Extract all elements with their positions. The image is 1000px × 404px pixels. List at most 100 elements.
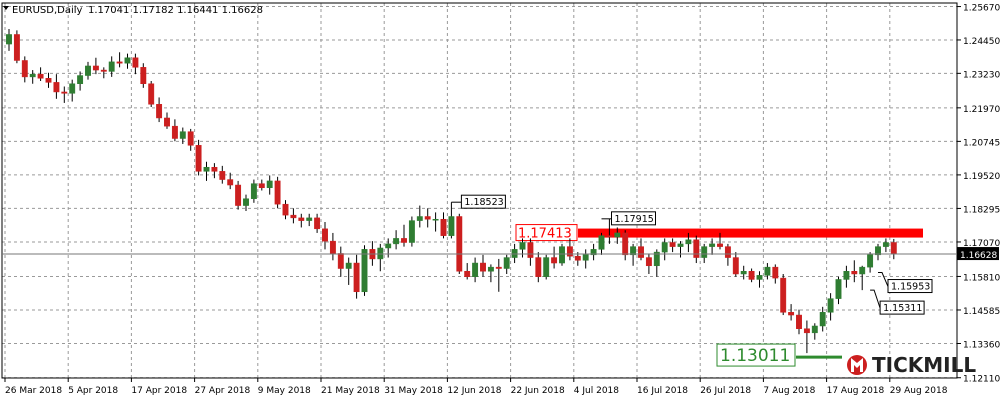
candle-body	[630, 246, 637, 256]
candle	[274, 176, 281, 209]
candle-body	[353, 262, 360, 293]
candle	[227, 172, 234, 190]
y-tick-label: 1.19520	[963, 172, 1000, 182]
candle-body	[819, 312, 826, 327]
support-label-box	[716, 343, 796, 367]
candle	[369, 241, 376, 266]
candle	[645, 253, 652, 274]
candle	[559, 243, 565, 266]
candle	[732, 252, 739, 277]
candle-body	[867, 254, 874, 268]
candle-body	[827, 298, 834, 313]
candle-body	[203, 166, 210, 172]
resistance-label-box	[515, 224, 578, 242]
candle-body	[582, 254, 589, 261]
candle	[472, 257, 479, 283]
candle	[385, 238, 392, 258]
y-tick-label: 1.14585	[963, 307, 1000, 317]
candle	[187, 128, 194, 151]
candle	[219, 165, 226, 184]
candle-body	[685, 239, 692, 245]
candle	[487, 264, 494, 283]
y-tick-label: 1.12110	[963, 375, 1000, 385]
candle-body	[6, 34, 12, 45]
candle-body	[345, 262, 352, 269]
candle	[819, 306, 826, 332]
candle-body	[401, 238, 407, 243]
y-tick-label: 1.20745	[963, 138, 1000, 148]
grid	[1, 2, 958, 379]
candle	[37, 67, 44, 82]
candle-body	[788, 312, 795, 316]
candle-body	[606, 235, 613, 238]
candle-body	[416, 216, 423, 221]
chart-header: EURUSD,Daily 1.17041 1.17182 1.16441 1.1…	[3, 5, 263, 16]
candle-body	[195, 145, 202, 172]
candle-body	[77, 75, 84, 84]
candle	[322, 221, 328, 250]
candle	[772, 264, 779, 284]
candle-body	[890, 242, 897, 255]
candle	[788, 304, 795, 321]
candle	[13, 30, 20, 64]
candle-body	[298, 217, 305, 221]
candle	[803, 320, 810, 354]
candle	[424, 208, 431, 228]
x-tick-label: 31 May 2018	[384, 386, 443, 396]
candle	[503, 254, 510, 274]
candle	[290, 208, 297, 224]
x-tick-label: 29 Aug 2018	[890, 386, 948, 396]
candle-body	[835, 279, 842, 299]
candle-body	[551, 257, 558, 264]
candle-body	[61, 91, 68, 94]
candle-body	[424, 216, 431, 220]
candle	[653, 249, 660, 277]
candle	[140, 63, 147, 88]
candle	[408, 216, 415, 247]
candle	[211, 163, 218, 179]
candle-body	[116, 61, 123, 64]
candle-body	[124, 57, 131, 64]
candle-body	[756, 275, 763, 280]
candle-body	[171, 125, 178, 139]
candle-body	[882, 242, 889, 247]
candle	[661, 238, 668, 261]
tickmill-watermark: TICKMILL	[847, 353, 976, 377]
candle-body	[653, 251, 660, 267]
candle	[108, 56, 115, 77]
candle	[21, 56, 28, 83]
candle	[179, 127, 186, 144]
candle	[724, 243, 731, 266]
candle-body	[495, 266, 502, 269]
candle	[614, 227, 621, 244]
candle	[780, 273, 787, 316]
candle-body	[45, 78, 52, 83]
support-label: 1.13011	[720, 346, 790, 366]
x-tick-label: 17 Aug 2018	[827, 386, 885, 396]
candle	[709, 238, 716, 255]
candle-body	[693, 239, 700, 258]
x-tick-label: 4 Jul 2018	[574, 386, 619, 396]
ohlc-values: 1.17041 1.17182 1.16441 1.16628	[88, 5, 263, 16]
candle	[448, 202, 455, 239]
candle-body	[322, 228, 328, 242]
candle	[45, 72, 52, 88]
candle	[756, 271, 763, 288]
candle	[464, 263, 471, 280]
candle	[100, 67, 107, 79]
candle-body	[329, 240, 336, 254]
y-tick-label: 1.25670	[963, 4, 1000, 14]
candle-body	[219, 171, 226, 180]
candle	[859, 265, 866, 291]
candle-body	[164, 117, 170, 127]
candle-body	[472, 262, 479, 277]
candle-body	[843, 270, 850, 280]
candle-body	[724, 246, 731, 258]
candle	[416, 205, 423, 228]
brand-name: TICKMILL	[872, 353, 976, 377]
candle	[527, 238, 534, 266]
candle	[164, 112, 170, 129]
dropdown-arrow-icon[interactable]	[3, 6, 9, 10]
